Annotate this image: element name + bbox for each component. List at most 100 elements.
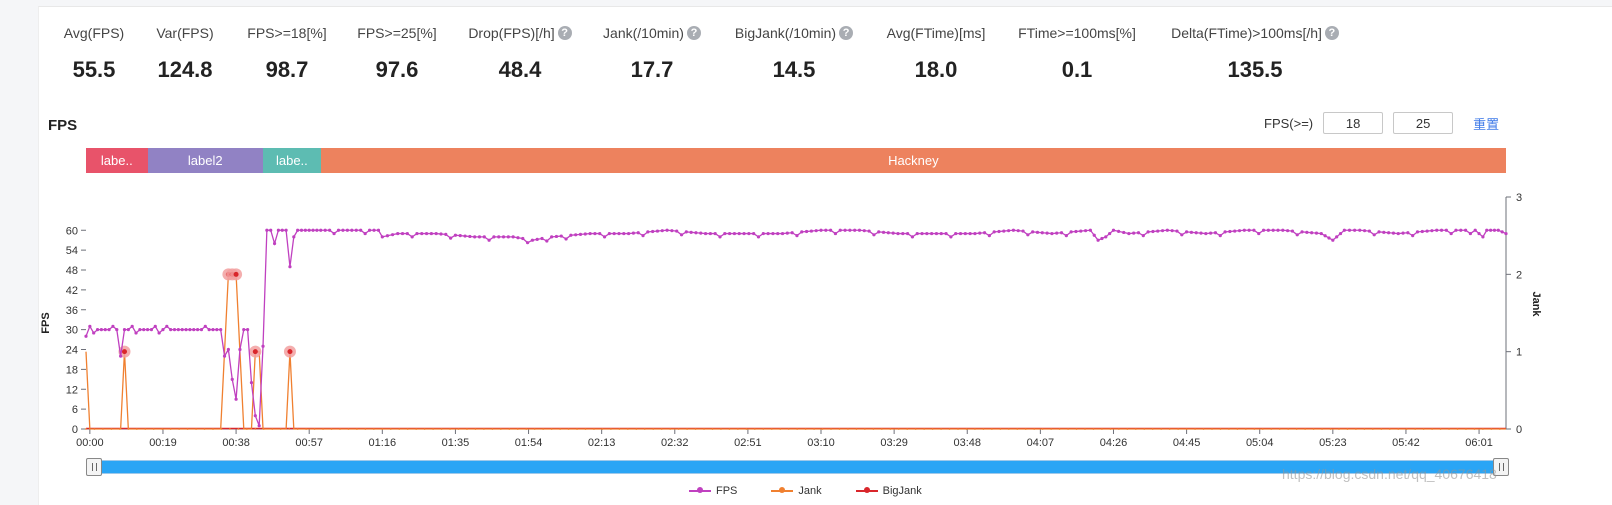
legend-item[interactable]: FPS — [689, 485, 737, 497]
stat-label-text: Jank(/10min) — [603, 25, 684, 41]
y-tick-label: 18 — [66, 364, 78, 376]
fps-point — [713, 231, 717, 236]
reset-button[interactable]: 重置 — [1473, 116, 1500, 132]
slider-left-handle[interactable] — [86, 458, 102, 476]
fps-point — [1406, 231, 1410, 235]
threshold-label: FPS(>=) — [1264, 115, 1314, 131]
fps-point — [429, 231, 433, 236]
jank-point — [1219, 428, 1222, 430]
jank-point — [440, 428, 443, 430]
fps-point — [1314, 231, 1319, 235]
jank-point — [389, 428, 392, 430]
jank-point — [1329, 428, 1332, 430]
jank-point — [186, 428, 189, 430]
fps-point — [473, 235, 477, 239]
y-tick-label: 36 — [66, 305, 78, 317]
jank-point — [212, 428, 214, 430]
fps-point — [372, 228, 376, 232]
fps-point — [195, 328, 200, 332]
fps-threshold-low-input[interactable] — [1323, 112, 1384, 134]
fps-point — [1353, 228, 1357, 232]
help-icon[interactable]: ? — [839, 26, 854, 40]
jank-point — [85, 428, 87, 430]
fps-point — [354, 228, 358, 232]
jank-point — [195, 428, 197, 430]
x-tick-label: 03:48 — [953, 437, 981, 449]
help-icon[interactable]: ? — [1324, 26, 1339, 40]
fps-point — [458, 234, 462, 238]
fps-point — [149, 328, 154, 332]
legend-item[interactable]: BigJank — [855, 485, 922, 497]
jank-point — [1405, 428, 1408, 430]
fps-point — [319, 228, 323, 232]
section-title: FPS — [48, 117, 78, 134]
fps-point — [1141, 234, 1145, 238]
fps-point — [612, 231, 616, 236]
label-segment[interactable]: Hackney — [320, 148, 1506, 173]
label-segment[interactable]: labe.. — [86, 148, 148, 173]
jank-point — [601, 428, 604, 430]
help-icon[interactable]: ? — [557, 26, 572, 40]
fps-point — [1500, 230, 1504, 234]
jank-point — [1465, 428, 1467, 430]
jank-point — [660, 428, 663, 430]
fps-point — [1064, 234, 1068, 238]
jank-point — [728, 428, 731, 430]
fps-point — [987, 234, 991, 238]
jank-point — [288, 428, 291, 430]
jank-point — [838, 428, 841, 430]
fps-point — [982, 231, 987, 235]
jank-marker — [252, 349, 258, 355]
slider-right-handle[interactable] — [1493, 458, 1509, 476]
fps-point — [1362, 229, 1367, 233]
jank-point — [1168, 428, 1171, 430]
fps-point — [230, 377, 234, 381]
jank-point — [1185, 428, 1188, 430]
jank-point — [152, 428, 155, 430]
fps-point — [1228, 229, 1232, 234]
help-icon[interactable]: ? — [686, 26, 701, 40]
stat-label: Delta(FTime)>100ms[/h]? — [1165, 23, 1345, 43]
stat-value: 97.6 — [375, 57, 419, 82]
fps-point — [1122, 230, 1126, 235]
jank-point — [821, 428, 824, 430]
label-segment[interactable]: labe.. — [263, 148, 321, 173]
jank-point — [1033, 428, 1036, 430]
fps-point — [1189, 230, 1194, 234]
fps-point — [1170, 229, 1174, 233]
jank-point — [584, 428, 587, 430]
stat-value: 135.5 — [1227, 57, 1283, 82]
fps-point — [1209, 231, 1213, 235]
label-segment[interactable]: label2 — [147, 148, 263, 173]
legend-item[interactable]: Jank — [771, 485, 822, 497]
jank-point — [229, 428, 231, 430]
fps-threshold-high-input[interactable] — [1393, 112, 1454, 134]
fps-point — [1492, 228, 1497, 232]
jank-point — [432, 428, 435, 430]
fps-point — [169, 328, 173, 332]
fps-point — [525, 241, 530, 245]
y2-tick-label: 1 — [1516, 347, 1522, 359]
fps-point — [809, 229, 813, 233]
jank-point — [466, 428, 468, 430]
jank-point — [262, 428, 265, 430]
fps-point — [1281, 228, 1285, 232]
legend-swatch — [855, 487, 878, 493]
jank-point — [110, 428, 113, 430]
jank-point — [889, 428, 892, 430]
fps-point — [180, 328, 184, 332]
fps-point — [1271, 228, 1275, 232]
fps-point — [1411, 234, 1415, 238]
time-range-slider[interactable] — [86, 458, 1509, 476]
fps-point — [315, 228, 319, 232]
y-tick-label: 0 — [72, 424, 78, 436]
fps-point — [1420, 229, 1424, 234]
fps-point — [790, 231, 794, 235]
fps-point — [1338, 231, 1343, 236]
fps-point — [211, 328, 215, 332]
y-tick-label: 30 — [66, 325, 78, 337]
fps-point — [400, 231, 405, 236]
fps-point — [341, 228, 345, 232]
fps-point — [1305, 230, 1309, 234]
fps-point — [88, 324, 92, 328]
